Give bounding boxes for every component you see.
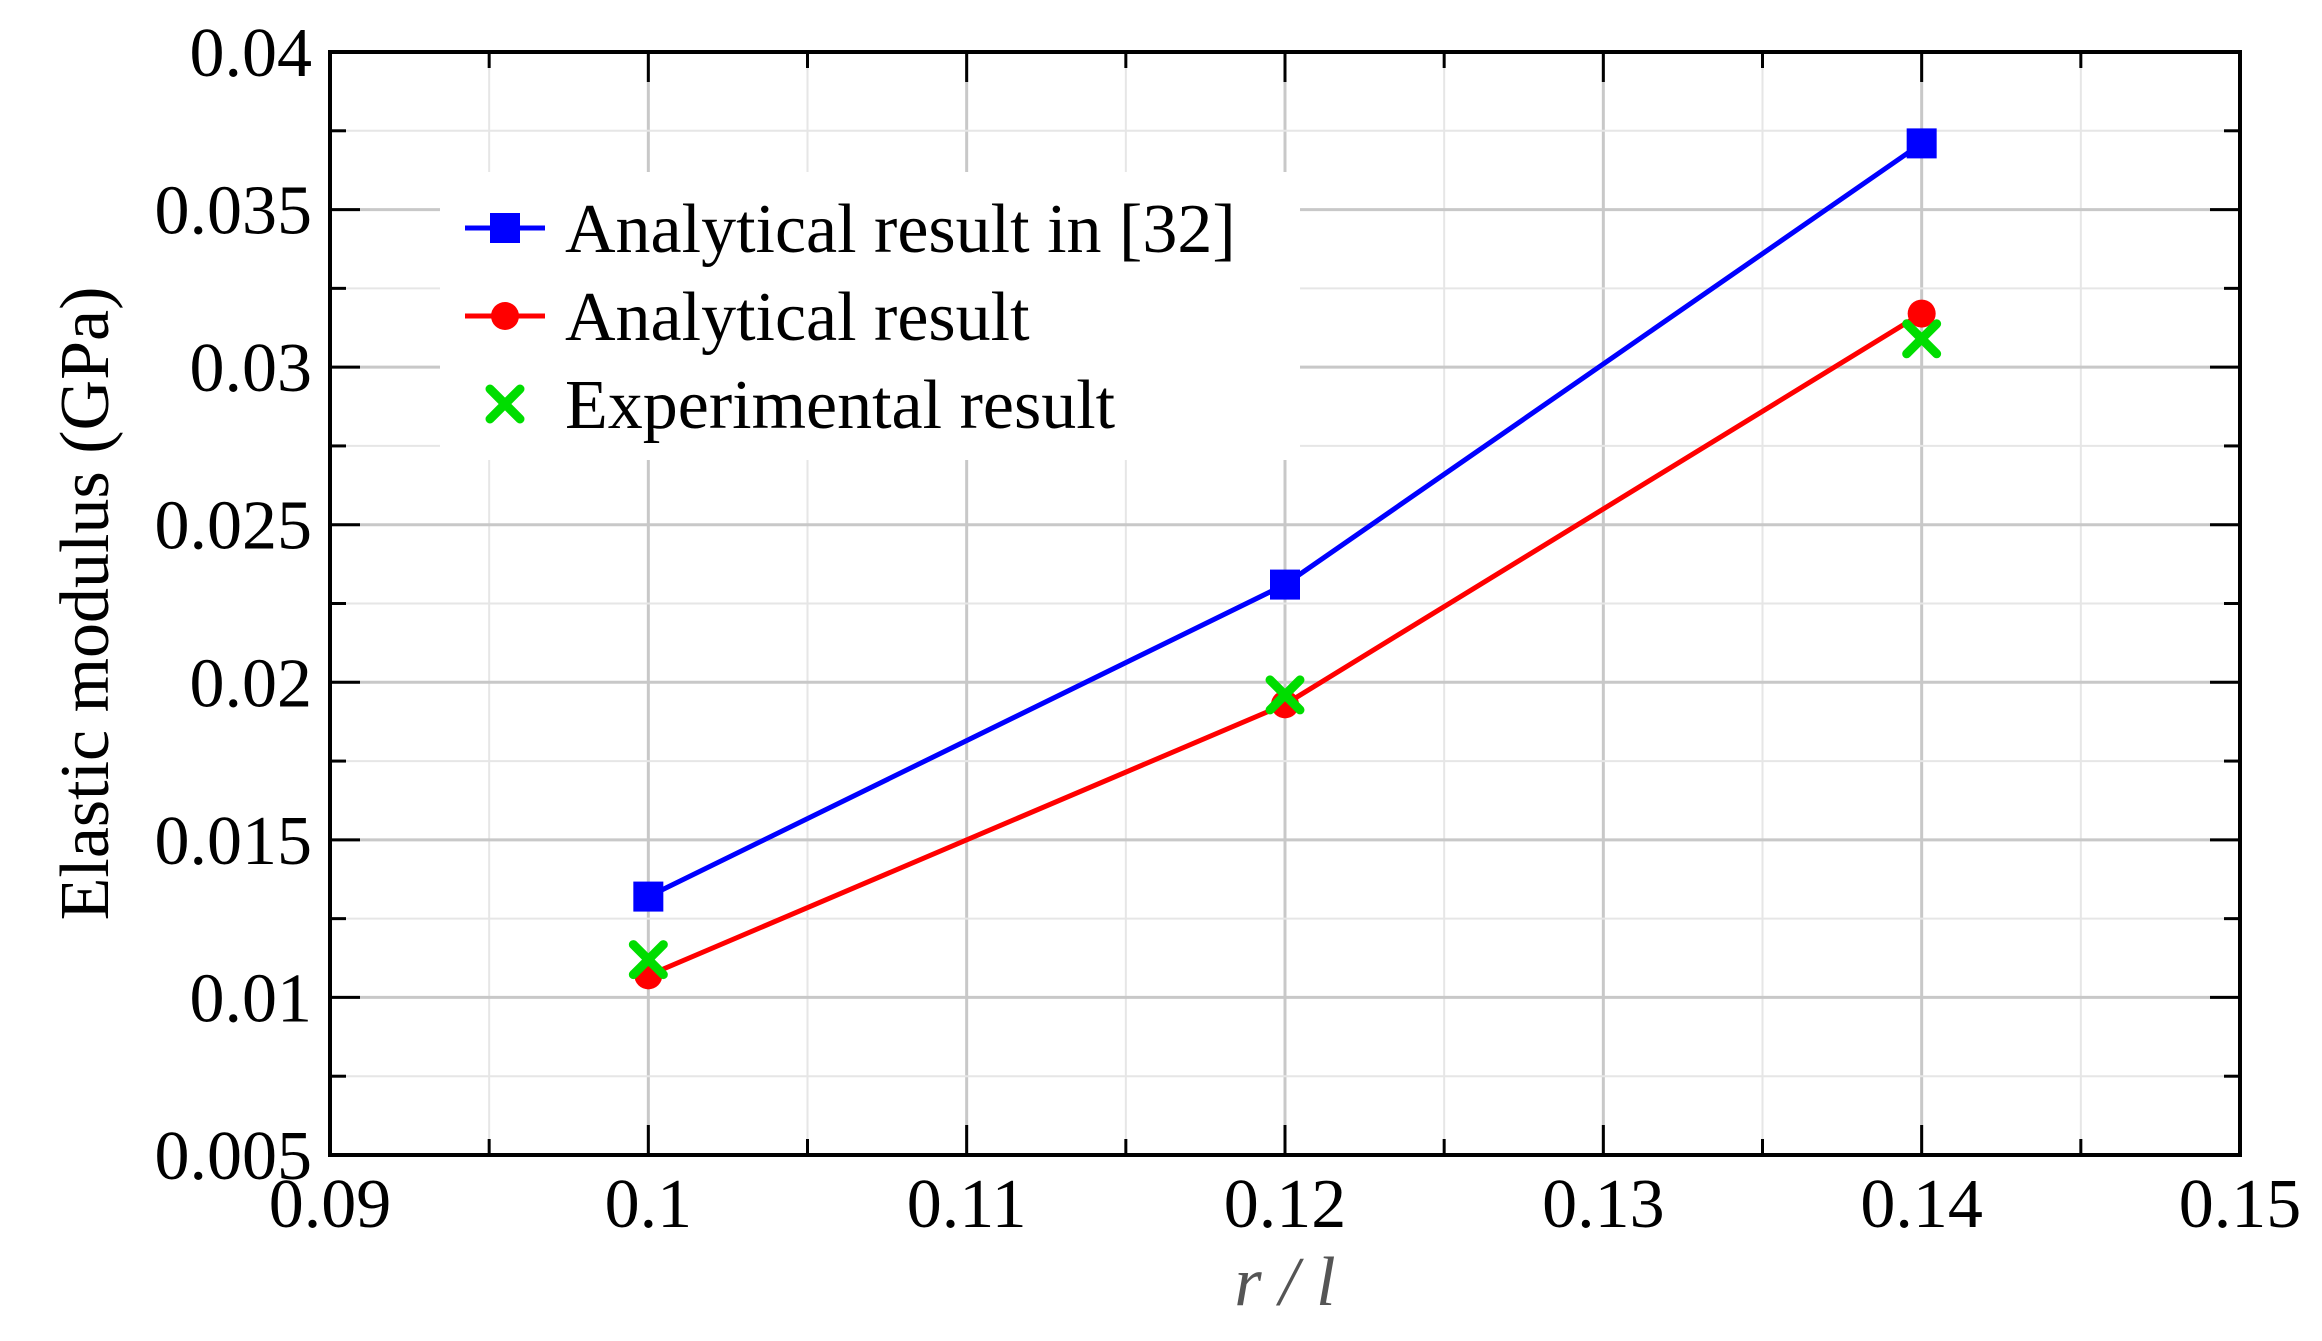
plot-frame	[328, 50, 2242, 1157]
series-layer	[628, 128, 1942, 990]
data-point	[1270, 569, 1300, 600]
x-tick-label: 0.13	[1542, 1166, 1665, 1243]
y-tick-label: 0.04	[190, 15, 313, 92]
y-tick-labels: 0.005 0.01 0.015 0.02 0.025 0.03 0.035 0.04	[155, 15, 313, 1195]
legend-label: Analytical result in [32]	[565, 191, 1236, 268]
data-point	[628, 940, 668, 980]
y-tick-label: 0.015	[155, 803, 313, 880]
x-tick-label: 0.11	[907, 1166, 1027, 1243]
y-tick-label: 0.025	[155, 488, 313, 565]
data-point	[1906, 128, 1937, 159]
data-point	[1265, 675, 1305, 715]
legend-marker	[485, 384, 525, 424]
y-tick-label: 0.01	[190, 960, 313, 1037]
data-point	[633, 881, 664, 912]
data-point	[1902, 319, 1942, 359]
x-tick-label: 0.14	[1860, 1166, 1983, 1243]
x-tick-labels: 0.09 0.1 0.11 0.12 0.13 0.14 0.15	[269, 1166, 2302, 1243]
legend-background	[440, 172, 1300, 460]
series-square	[633, 128, 1937, 912]
y-tick-label: 0.005	[155, 1118, 313, 1195]
x-tick-label: 0.12	[1224, 1166, 1347, 1243]
series-x	[628, 319, 1942, 980]
legend-label: Analytical result	[565, 279, 1030, 356]
y-tick-label: 0.03	[190, 330, 313, 407]
legend-marker	[490, 213, 520, 243]
x-tick-label: 0.1	[605, 1166, 693, 1243]
y-axis-label: Elastic modulus (GPa)	[47, 287, 124, 921]
legend-marker	[491, 302, 519, 330]
y-tick-label: 0.02	[190, 645, 313, 722]
legend: Analytical result in [32] Analytical resu…	[440, 172, 1300, 460]
x-tick-label: 0.15	[2179, 1166, 2302, 1243]
x-tick-label: 0.09	[269, 1166, 392, 1243]
data-point	[1907, 299, 1936, 328]
x-axis-label: r / l	[1234, 1244, 1335, 1321]
legend-label: Experimental result	[565, 367, 1116, 444]
y-tick-label: 0.035	[155, 173, 313, 250]
